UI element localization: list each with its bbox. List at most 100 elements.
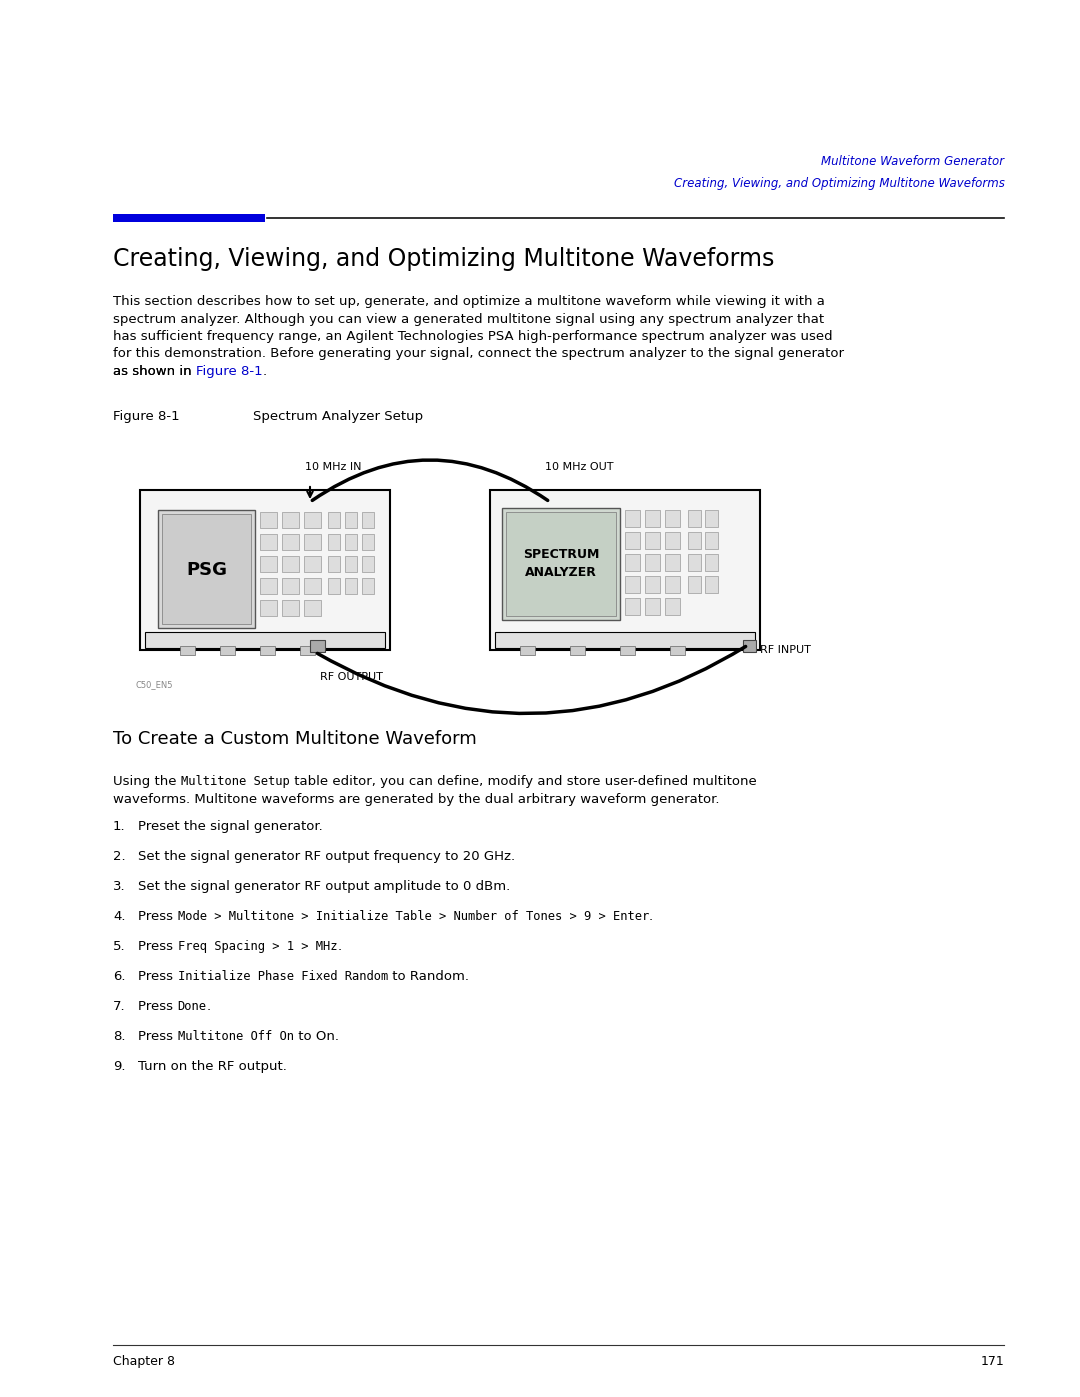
- Text: SPECTRUM: SPECTRUM: [523, 548, 599, 560]
- Text: Figure 8-1: Figure 8-1: [197, 365, 262, 379]
- Text: Press: Press: [138, 970, 177, 983]
- Bar: [303, 534, 321, 550]
- Bar: [645, 510, 660, 527]
- Bar: [665, 532, 680, 549]
- Text: 10 MHz IN: 10 MHz IN: [305, 462, 362, 472]
- Bar: [519, 645, 535, 655]
- Text: 3.: 3.: [112, 880, 125, 893]
- Bar: [282, 599, 299, 616]
- Bar: [625, 510, 640, 527]
- Bar: [282, 578, 299, 594]
- Text: Chapter 8: Chapter 8: [113, 1355, 175, 1368]
- Bar: [645, 576, 660, 592]
- Text: 6.: 6.: [113, 970, 125, 983]
- Bar: [328, 511, 340, 528]
- Text: Set the signal generator RF output amplitude to 0 dBm.: Set the signal generator RF output ampli…: [138, 880, 511, 893]
- Bar: [362, 534, 374, 550]
- Text: 7.: 7.: [112, 1000, 125, 1013]
- Text: Turn on the RF output.: Turn on the RF output.: [138, 1060, 287, 1073]
- Bar: [282, 534, 299, 550]
- Bar: [260, 578, 276, 594]
- Text: Press: Press: [138, 1000, 177, 1013]
- Bar: [625, 598, 640, 615]
- Text: Creating, Viewing, and Optimizing Multitone Waveforms: Creating, Viewing, and Optimizing Multit…: [674, 177, 1004, 190]
- Bar: [502, 509, 620, 620]
- Polygon shape: [495, 490, 755, 502]
- Bar: [345, 511, 357, 528]
- Bar: [180, 645, 195, 655]
- Polygon shape: [145, 490, 384, 502]
- Bar: [345, 578, 357, 594]
- Text: Spectrum Analyzer Setup: Spectrum Analyzer Setup: [254, 409, 423, 423]
- Bar: [345, 556, 357, 571]
- Text: Press: Press: [138, 940, 177, 953]
- Bar: [507, 511, 616, 616]
- Bar: [310, 640, 325, 652]
- Text: Figure 8-1: Figure 8-1: [113, 409, 180, 423]
- Text: 171: 171: [981, 1355, 1004, 1368]
- Bar: [260, 556, 276, 571]
- Text: PSG: PSG: [186, 562, 227, 578]
- Text: table editor, you can define, modify and store user-defined multitone: table editor, you can define, modify and…: [289, 775, 757, 788]
- Text: ANALYZER: ANALYZER: [525, 566, 597, 578]
- Text: spectrum analyzer. Although you can view a generated multitone signal using any : spectrum analyzer. Although you can view…: [113, 313, 824, 326]
- Bar: [743, 640, 756, 652]
- Bar: [688, 555, 701, 571]
- Bar: [665, 510, 680, 527]
- Bar: [328, 534, 340, 550]
- Text: 4.: 4.: [113, 909, 125, 923]
- Bar: [665, 555, 680, 571]
- Bar: [620, 645, 635, 655]
- Bar: [688, 532, 701, 549]
- Bar: [705, 510, 718, 527]
- Bar: [303, 599, 321, 616]
- Bar: [625, 532, 640, 549]
- Bar: [645, 555, 660, 571]
- Bar: [688, 510, 701, 527]
- Text: 2.: 2.: [112, 849, 125, 863]
- Bar: [282, 556, 299, 571]
- Text: RF OUTPUT: RF OUTPUT: [320, 672, 383, 682]
- Text: This section describes how to set up, generate, and optimize a multitone wavefor: This section describes how to set up, ge…: [113, 295, 825, 307]
- Text: Using the: Using the: [113, 775, 181, 788]
- Bar: [345, 534, 357, 550]
- Bar: [303, 556, 321, 571]
- Bar: [162, 514, 251, 624]
- Bar: [328, 556, 340, 571]
- Text: Press: Press: [138, 1030, 177, 1044]
- Text: Multitone Setup: Multitone Setup: [181, 775, 289, 788]
- Text: C50_EN5: C50_EN5: [135, 680, 173, 689]
- Text: Initialize Phase Fixed Random: Initialize Phase Fixed Random: [177, 970, 388, 983]
- Bar: [282, 511, 299, 528]
- Bar: [260, 645, 275, 655]
- Text: .: .: [206, 1000, 211, 1013]
- Text: Multitone Waveform Generator: Multitone Waveform Generator: [821, 155, 1004, 168]
- Bar: [303, 511, 321, 528]
- Bar: [300, 645, 315, 655]
- Text: .: .: [649, 909, 653, 923]
- Text: 9.: 9.: [113, 1060, 125, 1073]
- Bar: [260, 511, 276, 528]
- Bar: [645, 532, 660, 549]
- Text: Press: Press: [138, 909, 177, 923]
- Text: .: .: [337, 940, 341, 953]
- Bar: [260, 534, 276, 550]
- Circle shape: [644, 566, 672, 594]
- Bar: [688, 576, 701, 592]
- Text: 10 MHz OUT: 10 MHz OUT: [545, 462, 613, 472]
- Bar: [145, 631, 384, 648]
- Text: Creating, Viewing, and Optimizing Multitone Waveforms: Creating, Viewing, and Optimizing Multit…: [113, 247, 774, 271]
- Bar: [665, 598, 680, 615]
- Bar: [113, 214, 266, 222]
- Text: Set the signal generator RF output frequency to 20 GHz.: Set the signal generator RF output frequ…: [138, 849, 515, 863]
- Text: RF INPUT: RF INPUT: [760, 645, 811, 655]
- Bar: [705, 555, 718, 571]
- Bar: [570, 645, 585, 655]
- Text: to Random.: to Random.: [388, 970, 469, 983]
- Text: Done: Done: [177, 1000, 206, 1013]
- Text: To Create a Custom Multitone Waveform: To Create a Custom Multitone Waveform: [113, 731, 477, 747]
- Bar: [362, 578, 374, 594]
- Bar: [303, 578, 321, 594]
- Text: to On.: to On.: [294, 1030, 339, 1044]
- Text: for this demonstration. Before generating your signal, connect the spectrum anal: for this demonstration. Before generatin…: [113, 348, 845, 360]
